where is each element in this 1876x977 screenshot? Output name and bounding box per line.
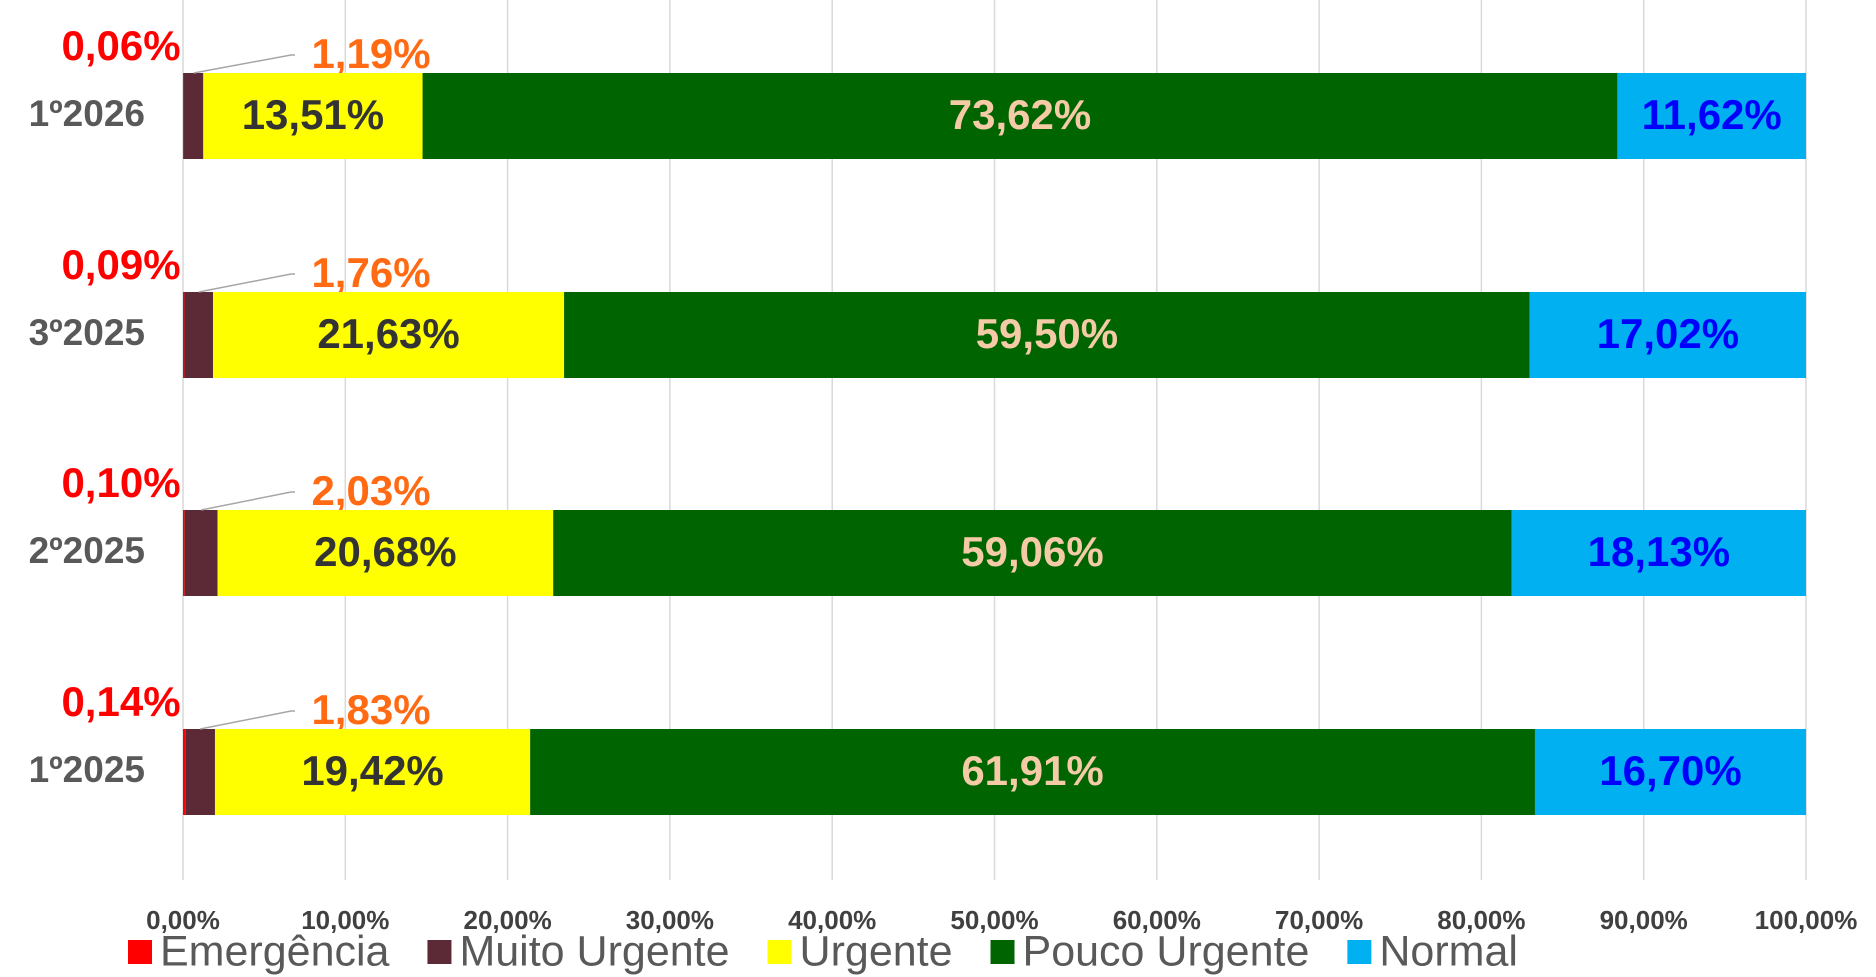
data-label: 1,76%: [311, 249, 430, 296]
bar-segment: [217, 510, 554, 596]
x-tick-label: 0,00%: [146, 905, 220, 935]
leader-line: [200, 491, 292, 511]
bar-segment: [184, 292, 214, 378]
legend-swatch: [1347, 940, 1372, 964]
bar-segment: [183, 510, 185, 596]
bar-segment: [1511, 510, 1806, 596]
leader-line: [193, 54, 292, 74]
bar-segment: [553, 510, 1512, 596]
legend-swatch: [427, 940, 452, 964]
leader-line: [198, 273, 292, 293]
bar-segment: [564, 292, 1530, 378]
bar-segment: [1617, 73, 1806, 159]
data-label: 61,91%: [961, 747, 1103, 794]
legend-swatch: [990, 940, 1015, 964]
bar-segment: [183, 73, 204, 159]
bar-segment: [184, 510, 218, 596]
bar-segment: [183, 729, 186, 815]
y-tick-label: 2º2025: [29, 530, 145, 571]
data-label: 0,06%: [61, 22, 180, 69]
bar-segment: [1529, 292, 1806, 378]
data-label: 18,13%: [1588, 528, 1730, 575]
legend-swatch: [128, 940, 152, 964]
data-label: 17,02%: [1597, 310, 1739, 357]
x-tick-label: 20,00%: [464, 905, 552, 935]
x-tick-label: 80,00%: [1437, 905, 1525, 935]
data-label: 1,19%: [311, 30, 430, 77]
data-label: 0,09%: [61, 241, 180, 288]
y-tick-label: 3º2025: [29, 312, 145, 353]
legend-label: Normal: [1379, 927, 1518, 975]
x-tick-label: 60,00%: [1113, 905, 1201, 935]
data-label: 2,03%: [311, 467, 430, 514]
data-label: 0,10%: [61, 459, 180, 506]
data-label: 0,14%: [61, 678, 180, 725]
data-label: 73,62%: [949, 91, 1091, 138]
data-label: 21,63%: [317, 310, 459, 357]
x-tick-label: 50,00%: [950, 905, 1038, 935]
leader-line: [199, 710, 292, 730]
bar-segment: [422, 73, 1618, 159]
x-tick-label: 10,00%: [301, 905, 389, 935]
data-label: 11,62%: [1642, 91, 1782, 138]
y-tick-label: 1º2026: [29, 93, 145, 134]
x-tick-label: 90,00%: [1600, 905, 1688, 935]
bar-segment: [203, 73, 423, 159]
x-tick-label: 40,00%: [788, 905, 876, 935]
bar-segment: [183, 73, 184, 159]
legend-label: Urgente: [800, 927, 953, 975]
data-label: 16,70%: [1599, 747, 1741, 794]
data-label: 19,42%: [301, 747, 443, 794]
data-label: 59,06%: [961, 528, 1103, 575]
bar-segment: [214, 729, 531, 815]
legend-label: Muito Urgente: [459, 927, 729, 975]
data-label: 59,50%: [976, 310, 1118, 357]
bar-segment: [1534, 729, 1806, 815]
bar-segment: [530, 729, 1535, 815]
data-label: 13,51%: [242, 91, 384, 138]
x-tick-label: 30,00%: [626, 905, 714, 935]
legend-label: Emergência: [160, 927, 390, 975]
bar-segment: [213, 292, 565, 378]
bar-segment: [185, 729, 215, 815]
data-label: 1,83%: [311, 686, 430, 733]
bar-segment: [183, 292, 185, 378]
legend-label: Pouco Urgente: [1023, 927, 1310, 975]
x-tick-label: 100,00%: [1755, 905, 1858, 935]
legend-swatch: [767, 940, 792, 964]
y-tick-label: 1º2025: [29, 749, 145, 790]
x-tick-label: 70,00%: [1275, 905, 1363, 935]
data-label: 20,68%: [314, 528, 456, 575]
